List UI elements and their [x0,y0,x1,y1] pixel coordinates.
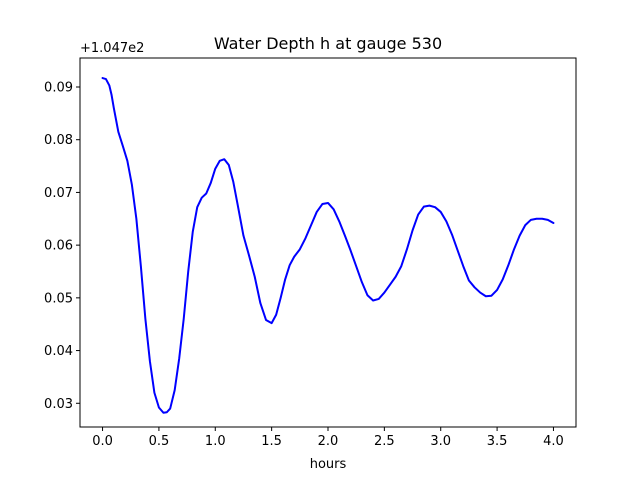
y-tick-label: 0.03 [44,397,73,412]
x-tick-label: 0.0 [92,434,113,449]
y-tick-label: 0.07 [44,186,73,201]
x-tick-label: 4.0 [543,434,564,449]
y-tick-label: 0.09 [44,80,73,95]
y-tick-label: 0.08 [44,133,73,148]
y-axis: 0.03 0.04 0.05 0.06 0.07 0.08 0.09 [44,80,80,412]
x-tick-label: 3.0 [430,434,451,449]
x-tick-label: 2.0 [318,434,339,449]
x-axis-label: hours [310,457,347,472]
x-tick-label: 1.0 [205,434,226,449]
y-offset-label: +1.047e2 [80,41,144,56]
chart-title: Water Depth h at gauge 530 [214,34,442,53]
plot-area [79,57,577,428]
x-tick-label: 1.5 [261,434,282,449]
x-axis: 0.0 0.5 1.0 1.5 2.0 2.5 3.0 3.5 4.0 [92,427,564,449]
x-tick-label: 2.5 [374,434,395,449]
y-tick-label: 0.06 [44,239,73,254]
x-tick-label: 3.5 [487,434,508,449]
plot-background [80,58,576,427]
y-tick-label: 0.05 [44,291,73,306]
y-tick-label: 0.04 [44,344,73,359]
series-line-0 [101,77,555,414]
x-tick-label: 0.5 [149,434,170,449]
